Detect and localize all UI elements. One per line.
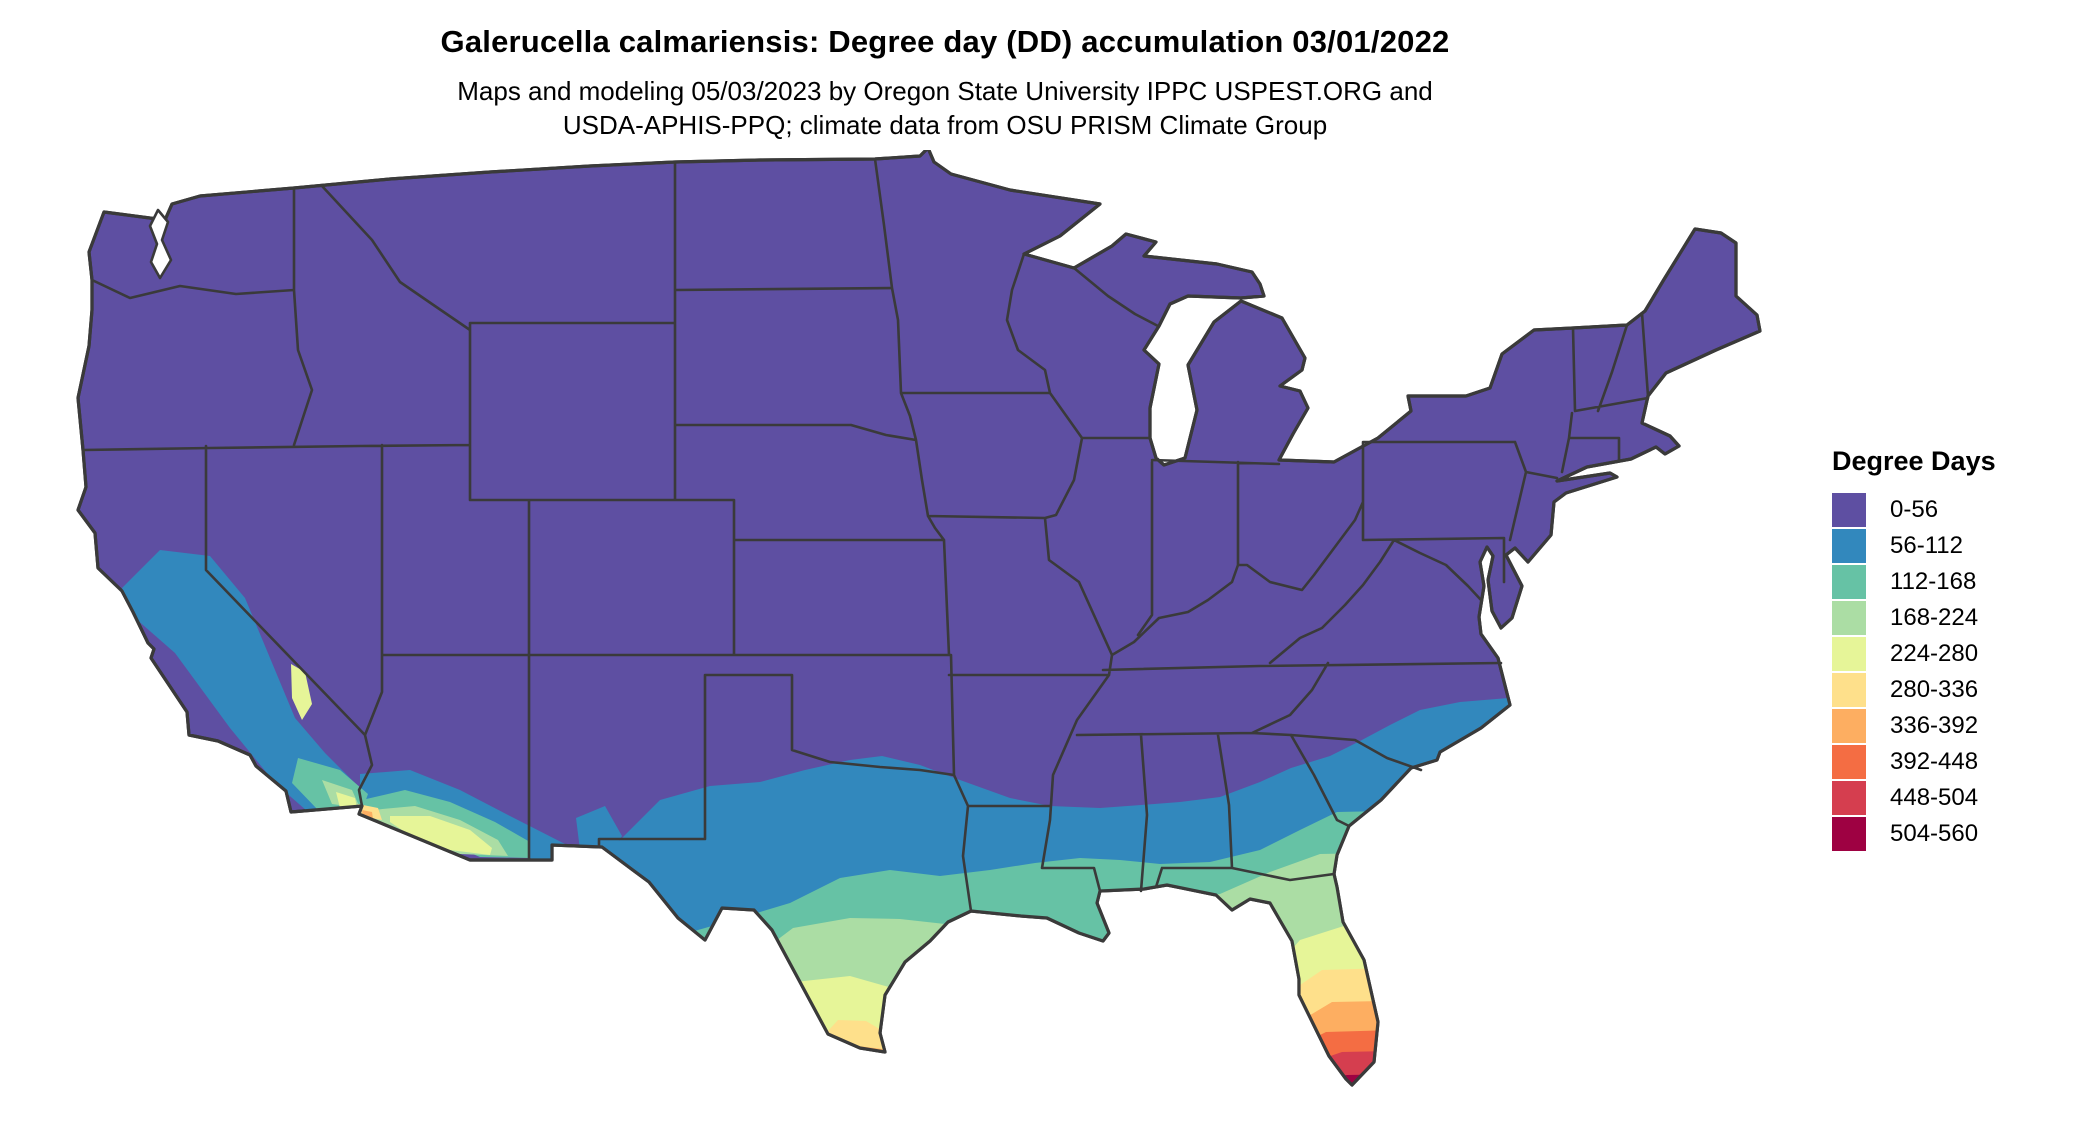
legend-item: 392-448 bbox=[1832, 744, 1996, 780]
legend-item-label: 56-112 bbox=[1890, 532, 1963, 559]
legend-item-label: 504-560 bbox=[1890, 820, 1979, 847]
legend-item: 112-168 bbox=[1832, 564, 1996, 600]
legend-item-label: 336-392 bbox=[1890, 712, 1979, 739]
legend-item: 56-112 bbox=[1832, 528, 1996, 564]
dd-band-504-560 bbox=[1316, 1072, 1532, 1085]
legend-swatch-icon bbox=[1832, 637, 1866, 671]
legend-item-label: 224-280 bbox=[1890, 640, 1979, 667]
subtitle-line-1: Maps and modeling 05/03/2023 by Oregon S… bbox=[457, 76, 1433, 106]
page-title: Galerucella calmariensis: Degree day (DD… bbox=[440, 24, 1450, 59]
puget-sound-water bbox=[148, 208, 173, 280]
legend-item: 336-392 bbox=[1832, 708, 1996, 744]
legend-item: 168-224 bbox=[1832, 600, 1996, 636]
state-borders bbox=[81, 157, 1650, 913]
legend-swatch-icon bbox=[1832, 493, 1866, 527]
legend-item: 224-280 bbox=[1832, 636, 1996, 672]
dd-band-336-392 bbox=[830, 998, 1532, 1085]
legend-item-label: 280-336 bbox=[1890, 676, 1979, 703]
legend-item-label: 392-448 bbox=[1890, 748, 1979, 775]
dd-band-280-336 bbox=[805, 964, 1532, 1085]
legend-item: 448-504 bbox=[1832, 780, 1996, 816]
map-svg bbox=[76, 146, 1762, 1087]
legend-item-label: 168-224 bbox=[1890, 604, 1979, 631]
legend-swatch-icon bbox=[1832, 673, 1866, 707]
us-coastline bbox=[76, 146, 1762, 1087]
legend-swatch-icon bbox=[1832, 781, 1866, 815]
legend-item-label: 112-168 bbox=[1890, 568, 1977, 595]
legend-item: 0-56 bbox=[1832, 492, 1996, 528]
dd-patch-west-56-112 bbox=[122, 550, 622, 870]
legend-item: 504-560 bbox=[1832, 816, 1996, 852]
us-degree-day-map bbox=[60, 146, 1800, 1116]
legend-item-label: 448-504 bbox=[1890, 784, 1979, 811]
legend-item-label: 0-56 bbox=[1890, 496, 1939, 523]
dd-band-448-504 bbox=[1310, 1048, 1532, 1085]
dd-band-392-448 bbox=[1298, 1026, 1532, 1085]
legend-swatch-icon bbox=[1832, 745, 1866, 779]
figure-subtitle: Maps and modeling 05/03/2023 by Oregon S… bbox=[0, 74, 1890, 142]
legend-swatch-icon bbox=[1832, 529, 1866, 563]
subtitle-line-2: USDA-APHIS-PPQ; climate data from OSU PR… bbox=[562, 110, 1328, 140]
legend-swatch-icon bbox=[1832, 709, 1866, 743]
legend-swatch-icon bbox=[1832, 565, 1866, 599]
legend-item: 280-336 bbox=[1832, 672, 1996, 708]
figure-header: Galerucella calmariensis: Degree day (DD… bbox=[0, 24, 1890, 142]
legend-swatch-icon bbox=[1832, 817, 1866, 851]
legend-title: Degree Days bbox=[1832, 446, 1996, 476]
legend-swatch-icon bbox=[1832, 601, 1866, 635]
degree-days-legend: Degree Days 0-56 56-112 112-168 168-224 … bbox=[1832, 446, 1996, 852]
